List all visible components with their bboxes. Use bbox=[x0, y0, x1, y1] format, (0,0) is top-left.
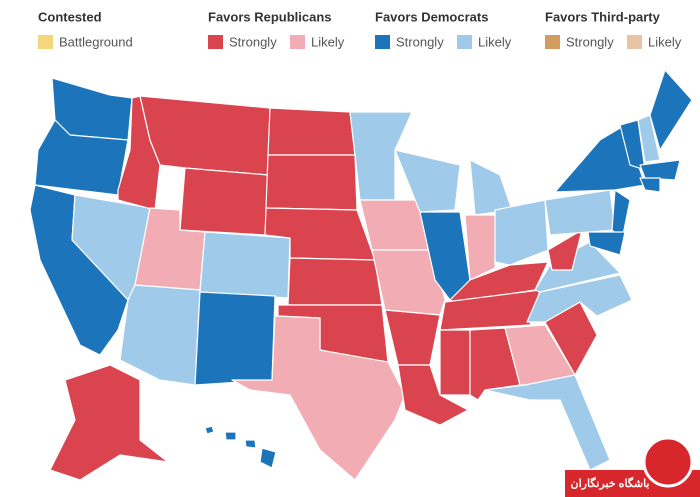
state bbox=[484, 374, 611, 471]
state bbox=[469, 159, 513, 216]
state bbox=[204, 425, 215, 435]
legend-group-title: Favors Republicans bbox=[208, 9, 332, 24]
state bbox=[637, 114, 661, 163]
state bbox=[439, 329, 471, 396]
legend-swatch bbox=[290, 35, 305, 49]
state bbox=[139, 95, 271, 176]
state bbox=[371, 249, 446, 316]
state bbox=[194, 291, 276, 386]
legend: Contested Battleground Favors Republicans S… bbox=[38, 9, 682, 49]
legend-group-title: Contested bbox=[38, 9, 102, 24]
legend-swatch bbox=[545, 35, 560, 49]
state bbox=[544, 189, 616, 236]
state bbox=[267, 107, 356, 156]
state bbox=[547, 229, 583, 271]
legend-swatch bbox=[208, 35, 223, 49]
state bbox=[639, 177, 661, 193]
state bbox=[179, 167, 269, 236]
watermark: باشگاه خبرنگاران bbox=[565, 436, 700, 497]
state bbox=[49, 364, 169, 481]
state bbox=[224, 431, 237, 441]
state bbox=[494, 199, 549, 266]
watermark-text: باشگاه خبرنگاران bbox=[571, 476, 650, 490]
state bbox=[231, 315, 406, 481]
state bbox=[287, 257, 383, 306]
legend-swatch bbox=[457, 35, 472, 49]
legend-label: Likely bbox=[478, 34, 512, 49]
state bbox=[439, 289, 541, 331]
state bbox=[649, 69, 693, 151]
legend-swatch bbox=[627, 35, 642, 49]
state bbox=[119, 284, 201, 386]
state bbox=[244, 439, 257, 449]
state bbox=[397, 364, 469, 426]
watermark-logo bbox=[642, 436, 694, 488]
state bbox=[587, 231, 626, 256]
us-map bbox=[29, 69, 693, 481]
state bbox=[639, 159, 681, 181]
legend-label: Likely bbox=[311, 34, 345, 49]
legend-label: Battleground bbox=[59, 34, 133, 49]
legend-label: Likely bbox=[648, 34, 682, 49]
state bbox=[259, 447, 277, 469]
legend-group-title: Favors Third-party bbox=[545, 9, 661, 24]
state bbox=[534, 241, 621, 293]
state bbox=[394, 149, 461, 213]
legend-label: Strongly bbox=[396, 34, 444, 49]
legend-swatch bbox=[38, 35, 53, 49]
state bbox=[384, 309, 441, 366]
state bbox=[464, 214, 496, 281]
legend-group-title: Favors Democrats bbox=[375, 9, 488, 24]
state bbox=[265, 154, 358, 211]
legend-label: Strongly bbox=[229, 34, 277, 49]
legend-swatch bbox=[375, 35, 390, 49]
state bbox=[199, 231, 291, 299]
legend-label: Strongly bbox=[566, 34, 614, 49]
